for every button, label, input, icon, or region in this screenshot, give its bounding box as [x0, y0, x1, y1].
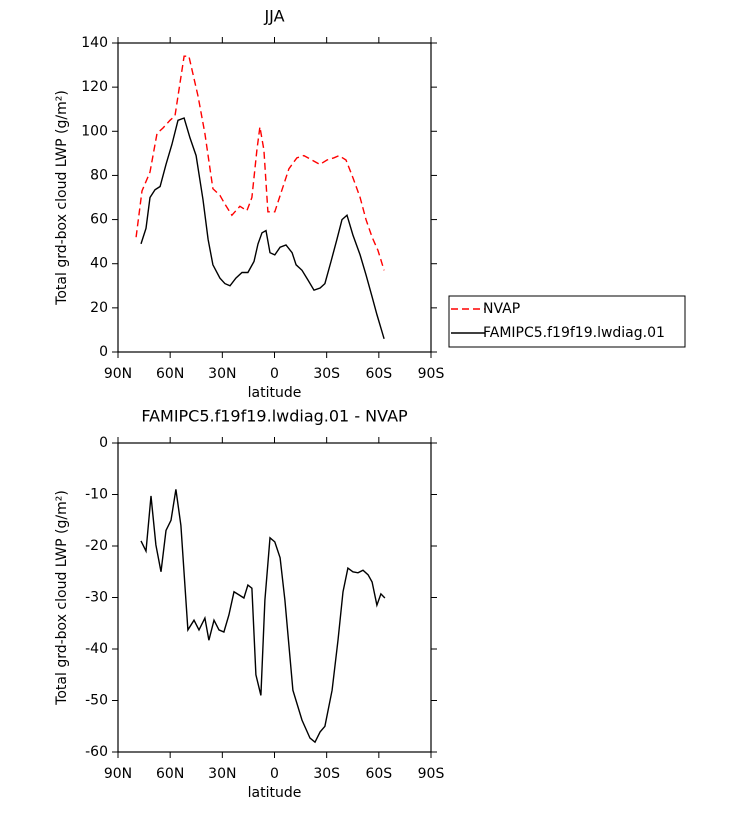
y-axis-label: Total grd-box cloud LWP (g/m²)	[54, 490, 70, 706]
x-tick-label: 90N	[104, 366, 132, 382]
x-tick-label: 60S	[365, 766, 392, 782]
y-tick-label: -60	[85, 744, 108, 760]
y-tick-label: 100	[81, 123, 108, 139]
x-tick-label: 60N	[156, 366, 184, 382]
y-tick-label: -30	[85, 590, 108, 606]
x-tick-label: 90S	[418, 766, 445, 782]
x-tick-label: 30S	[313, 366, 340, 382]
x-tick-label: 0	[270, 766, 279, 782]
data-line	[135, 55, 385, 271]
plot-frame	[117, 42, 432, 353]
x-tick-label: 90S	[418, 366, 445, 382]
y-tick-label: -20	[85, 538, 108, 554]
x-tick-label: 60S	[365, 366, 392, 382]
y-axis-label: Total grd-box cloud LWP (g/m²)	[54, 90, 70, 306]
y-tick-label: 80	[90, 167, 108, 183]
chart-title: JJA	[263, 7, 284, 26]
y-tick-label: 140	[81, 35, 108, 51]
x-axis-label: latitude	[248, 385, 302, 401]
x-tick-label: 30S	[313, 766, 340, 782]
y-tick-label: -40	[85, 641, 108, 657]
y-tick-label: -50	[85, 693, 108, 709]
y-tick-label: 120	[81, 79, 108, 95]
y-tick-label: -10	[85, 487, 108, 503]
legend-label: FAMIPC5.f19f19.lwdiag.01	[483, 325, 665, 341]
legend-box	[448, 295, 686, 348]
x-tick-label: 30N	[208, 366, 236, 382]
y-tick-label: 20	[90, 300, 108, 316]
y-tick-label: 0	[99, 344, 108, 360]
x-tick-label: 90N	[104, 766, 132, 782]
chart-title: FAMIPC5.f19f19.lwdiag.01 - NVAP	[141, 407, 408, 426]
x-tick-label: 60N	[156, 766, 184, 782]
x-tick-label: 0	[270, 366, 279, 382]
data-line	[140, 117, 385, 339]
y-tick-label: 60	[90, 212, 108, 228]
x-axis-label: latitude	[248, 785, 302, 801]
data-line	[140, 489, 386, 744]
x-tick-label: 30N	[208, 766, 236, 782]
legend-label: NVAP	[483, 301, 520, 317]
y-tick-label: 0	[99, 435, 108, 451]
y-tick-label: 40	[90, 256, 108, 272]
